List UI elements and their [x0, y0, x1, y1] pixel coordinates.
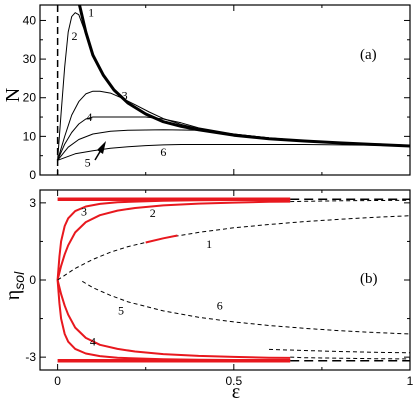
panel-b-xlabel: ε: [232, 381, 240, 401]
xtick-label-b-0: 0: [54, 374, 61, 388]
arrow-5-head: [97, 141, 106, 154]
panel-a-curve-labels: 12 3 4 5 6: [72, 6, 167, 170]
series-a-5: [57, 129, 410, 161]
series-b-6: [82, 280, 410, 335]
ytick-label-b-1: 0: [29, 273, 36, 287]
panel-a-ticks: 0 10 20 30 40: [23, 5, 411, 182]
xtick-label-b-1: 0.5: [225, 374, 242, 388]
panel-a-curves: [57, 5, 410, 161]
panel-a: 0 10 20 30 40 12 3 4 5 6 (a) N: [2, 4, 411, 182]
series-a-6: [57, 144, 410, 161]
curve-label-a-2: 2: [72, 29, 78, 43]
ytick-label-a-2: 20: [23, 91, 37, 105]
curve-label-a-5: 5: [85, 156, 91, 170]
series-b-4-dashed-continuation: [290, 356, 410, 360]
series-b-2: [56, 200, 291, 281]
series-b-1-red-segment: [145, 234, 178, 244]
curve-label-b-1: 1: [206, 237, 212, 251]
curve-label-b-4: 4: [90, 335, 96, 349]
xtick-label-b-2: 1: [407, 374, 414, 388]
series-b-2-dashed-continuation: [290, 199, 410, 203]
curve-label-a-4: 4: [86, 110, 92, 124]
panel-a-label: (a): [360, 47, 377, 63]
ytick-label-a-0: 0: [29, 168, 36, 182]
panel-b-ylabel: ηsol: [2, 271, 27, 300]
sol-subscript: sol: [11, 271, 27, 290]
panel-a-ylabel: N: [2, 88, 24, 102]
curve-label-b-6: 6: [217, 299, 223, 313]
series-a-3: [57, 90, 410, 161]
ytick-label-b-0: -3: [25, 350, 36, 364]
curve-label-b-5: 5: [118, 304, 124, 318]
series-b-5: [56, 279, 291, 359]
series-b-5-dashed-continuation: [268, 348, 410, 354]
ytick-label-a-4: 40: [23, 13, 37, 27]
ytick-label-a-3: 30: [23, 52, 37, 66]
series-b-1: [57, 215, 410, 281]
curve-label-a-3: 3: [122, 89, 128, 103]
series-a-1: [78, 5, 410, 148]
ytick-label-a-1: 10: [23, 129, 37, 143]
curve-label-a-6: 6: [160, 145, 166, 159]
series-b-3-lower: [56, 279, 291, 362]
ytick-label-b-2: 3: [29, 196, 36, 210]
series-b-3: [56, 198, 291, 281]
eta-symbol: η: [2, 290, 24, 300]
curve-label-a-1: 1: [88, 6, 94, 20]
panel-b: 0 0.5 1 -3 0 3 3 2 1 5 6 4 (b) ηsol ε: [2, 189, 414, 401]
panel-b-curve-labels: 3 2 1 5 6 4: [81, 205, 223, 349]
panel-b-label: (b): [360, 271, 378, 287]
panel-a-frame: [39, 4, 411, 176]
curve-label-b-3: 3: [81, 205, 87, 219]
curve-label-b-2: 2: [150, 206, 156, 220]
series-a-4: [57, 116, 410, 161]
panel-b-curves: [56, 197, 410, 363]
panel-b-ticks: 0 0.5 1 -3 0 3: [25, 190, 414, 388]
